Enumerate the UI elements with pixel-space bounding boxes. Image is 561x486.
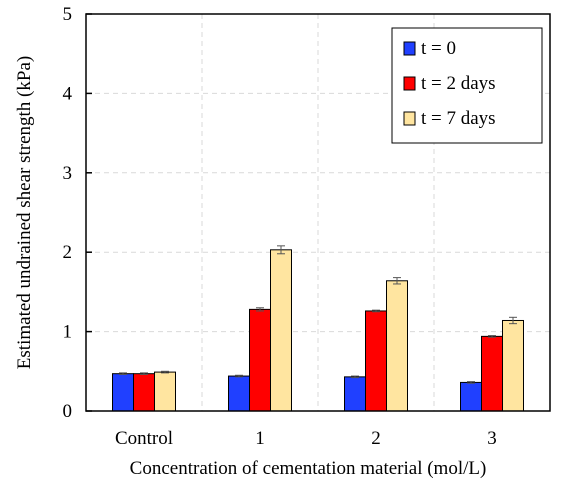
- bar: [270, 249, 292, 412]
- error-bars: [119, 245, 517, 384]
- bar: [460, 381, 482, 412]
- y-tick-label: 3: [63, 163, 73, 184]
- x-axis-label: Concentration of cementation material (m…: [130, 458, 487, 479]
- bar: [112, 373, 134, 412]
- legend-label: t = 7 days: [421, 108, 496, 129]
- x-tick-label: 1: [255, 428, 265, 449]
- bar: [249, 308, 271, 412]
- y-tick-label: 4: [63, 83, 73, 104]
- legend-label: t = 2 days: [421, 73, 496, 94]
- x-tick-label: Control: [115, 428, 173, 449]
- legend-swatch: [403, 41, 416, 56]
- x-tick-label: 2: [371, 428, 381, 449]
- y-tick-label: 2: [63, 242, 73, 263]
- bar: [133, 373, 155, 412]
- legend-swatch: [403, 111, 416, 126]
- bar: [386, 280, 408, 412]
- legend-swatch: [403, 76, 416, 91]
- legend-label: t = 0: [421, 38, 456, 59]
- bar: [344, 376, 366, 412]
- y-axis-ticks: 0 1 2 3 4 5: [63, 4, 92, 422]
- x-axis-ticks: Control 1 2 3: [115, 428, 497, 449]
- y-tick-label: 5: [63, 4, 73, 25]
- bar: [228, 375, 250, 412]
- legend: t = 0 t = 2 days t = 7 days: [391, 27, 543, 144]
- bar: [481, 335, 503, 412]
- legend-box: [391, 27, 543, 144]
- bar: [502, 319, 524, 412]
- y-tick-label: 0: [63, 401, 73, 422]
- x-tick-label: 3: [487, 428, 497, 449]
- y-axis-label: Estimated undrained shear strength (kPa): [14, 56, 35, 369]
- plot-frame: [85, 13, 551, 412]
- bar: [365, 310, 387, 412]
- bar: [154, 371, 176, 412]
- y-tick-label: 1: [63, 322, 73, 343]
